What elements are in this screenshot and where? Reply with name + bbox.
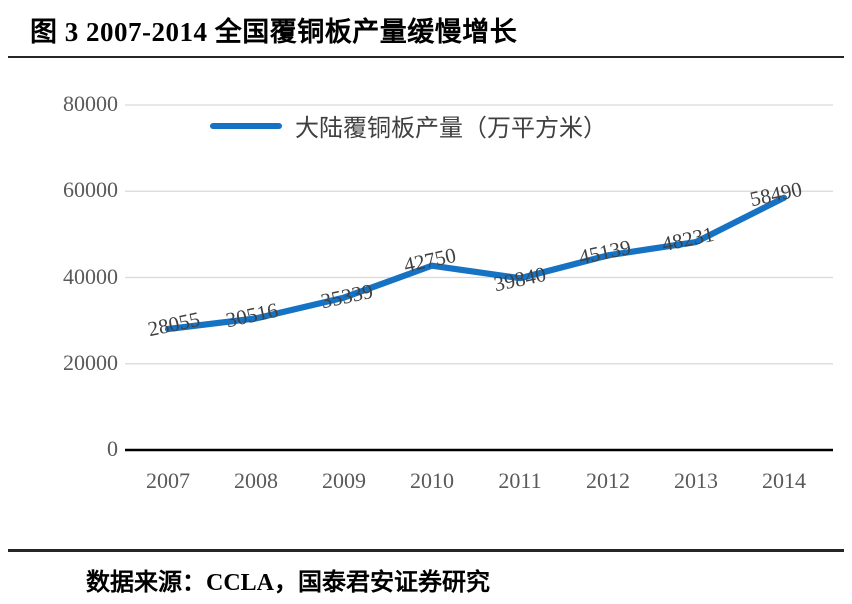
x-tick-label: 2010 (410, 468, 454, 493)
x-tick-label: 2013 (674, 468, 718, 493)
chart-legend: 大陆覆铜板产量（万平方米） (210, 108, 607, 143)
legend-line-marker (210, 122, 282, 129)
data-source-text: 数据来源：CCLA，国泰君安证券研究 (86, 570, 491, 596)
title-divider (8, 56, 844, 58)
series-line (164, 194, 788, 333)
x-tick-label: 2012 (586, 468, 630, 493)
x-tick-label: 2014 (762, 468, 806, 493)
y-tick-label: 80000 (63, 91, 118, 116)
footer-divider (8, 549, 844, 552)
y-tick-label: 0 (107, 436, 118, 461)
y-tick-label: 20000 (63, 349, 118, 375)
y-tick-label: 60000 (63, 177, 118, 203)
y-tick-label: 40000 (63, 263, 118, 289)
legend-label: 大陆覆铜板产量（万平方米） (295, 116, 607, 142)
x-tick-label: 2011 (498, 468, 542, 493)
figure-title: 图 3 2007-2014 全国覆铜板产量缓慢增长 (30, 17, 518, 47)
x-tick-label: 2007 (146, 468, 190, 493)
x-tick-label: 2009 (322, 468, 366, 493)
x-tick-label: 2008 (234, 468, 278, 493)
